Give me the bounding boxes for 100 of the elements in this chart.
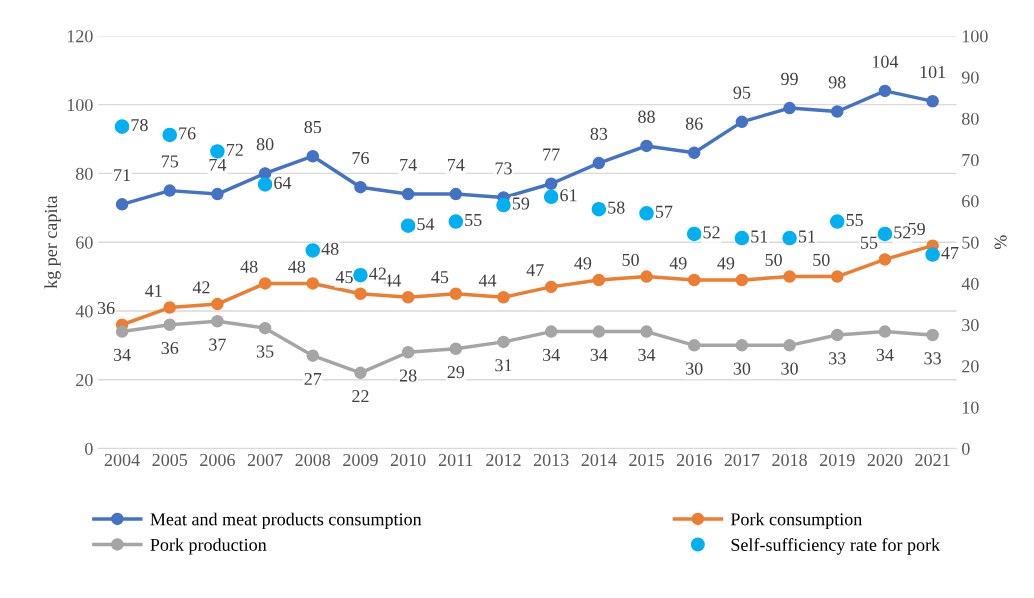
point xyxy=(831,270,844,283)
point xyxy=(831,328,844,342)
point xyxy=(354,287,367,301)
data-label: 34 xyxy=(543,348,560,361)
point xyxy=(783,270,796,283)
point xyxy=(305,243,321,258)
x-tick-label: 2021 xyxy=(915,453,950,467)
legend-label: Pork consumption xyxy=(730,512,863,530)
point xyxy=(544,325,558,338)
data-label: 73 xyxy=(495,162,512,175)
x-tick-label: 2018 xyxy=(772,453,807,467)
point xyxy=(783,339,796,352)
data-label: 47 xyxy=(526,264,544,277)
data-label: 30 xyxy=(733,362,751,375)
data-label: 101 xyxy=(920,65,946,79)
x-tick-label: 2009 xyxy=(343,453,378,467)
point xyxy=(592,273,606,287)
point xyxy=(114,119,130,134)
x-tick-label: 2017 xyxy=(724,453,760,467)
point xyxy=(306,349,320,362)
point xyxy=(926,328,939,342)
data-label: 34 xyxy=(638,348,656,361)
legend-label: Pork production xyxy=(150,538,267,555)
point xyxy=(163,184,176,197)
point xyxy=(686,226,702,242)
data-label: 36 xyxy=(97,301,115,315)
point xyxy=(639,206,654,221)
point xyxy=(878,253,892,266)
data-label: 55 xyxy=(465,214,482,227)
data-label: 33 xyxy=(829,352,846,365)
y2-tick-label: 90 xyxy=(961,71,979,84)
y-tick-label: 100 xyxy=(67,98,93,112)
data-label: 28 xyxy=(399,369,417,382)
y2-tick-label: 60 xyxy=(962,195,979,208)
point xyxy=(829,214,845,229)
data-label: 83 xyxy=(590,127,608,140)
y-tick-label: 0 xyxy=(85,442,93,455)
point xyxy=(497,290,510,304)
y2-tick-label: 80 xyxy=(962,112,979,125)
y-tick-label: 120 xyxy=(67,30,93,43)
data-label: 57 xyxy=(655,205,673,218)
y2-tick-label: 100 xyxy=(962,30,988,43)
data-label: 88 xyxy=(638,110,655,123)
point xyxy=(449,187,463,201)
point xyxy=(782,230,797,246)
data-label: 33 xyxy=(924,352,941,365)
point xyxy=(354,180,367,194)
data-label: 48 xyxy=(288,260,306,273)
point xyxy=(115,325,129,338)
data-label: 55 xyxy=(860,236,878,249)
legend-label: Meat and meat products consumption xyxy=(150,512,422,530)
y2-axis-title: % xyxy=(994,235,1007,250)
y-tick-label: 40 xyxy=(75,305,93,318)
y2-tick-label: 10 xyxy=(962,401,979,414)
x-tick-label: 2010 xyxy=(390,453,426,467)
point xyxy=(592,325,606,338)
point xyxy=(640,325,653,338)
data-label: 44 xyxy=(478,274,497,287)
data-label: 78 xyxy=(131,118,148,132)
point xyxy=(877,226,893,242)
point xyxy=(687,273,701,287)
x-tick-label: 2016 xyxy=(676,453,712,467)
point xyxy=(306,149,320,163)
y2-tick-label: 70 xyxy=(962,153,979,167)
data-label: 50 xyxy=(622,253,639,266)
x-tick-label: 2006 xyxy=(200,453,235,467)
point xyxy=(163,301,176,314)
data-label: 48 xyxy=(321,242,339,255)
y2-tick-label: 50 xyxy=(962,236,979,249)
point xyxy=(543,189,559,205)
data-label: 80 xyxy=(256,138,274,151)
point xyxy=(211,187,224,201)
point xyxy=(353,267,368,283)
data-label: 42 xyxy=(192,281,210,294)
data-label: 35 xyxy=(256,345,274,358)
x-tick-label: 2013 xyxy=(533,453,569,467)
y2-tick-label: 40 xyxy=(961,277,979,290)
data-label: 45 xyxy=(431,271,449,284)
point xyxy=(925,247,940,262)
x-tick-label: 2007 xyxy=(247,453,283,467)
data-label: 74 xyxy=(209,158,227,171)
point xyxy=(115,198,129,211)
point xyxy=(783,101,796,115)
data-label: 99 xyxy=(781,72,798,85)
point xyxy=(211,315,224,328)
y2-tick-label: 30 xyxy=(962,318,979,332)
point xyxy=(449,342,463,356)
point xyxy=(401,290,415,304)
point xyxy=(735,339,749,352)
point xyxy=(687,146,701,160)
point xyxy=(258,277,272,290)
point xyxy=(544,177,558,190)
point xyxy=(211,297,224,311)
data-label: 31 xyxy=(495,359,512,372)
data-label: 85 xyxy=(304,120,322,134)
data-label: 34 xyxy=(590,348,608,361)
point xyxy=(400,218,416,233)
point xyxy=(591,201,607,217)
data-label: 76 xyxy=(179,127,196,140)
point xyxy=(163,318,176,331)
